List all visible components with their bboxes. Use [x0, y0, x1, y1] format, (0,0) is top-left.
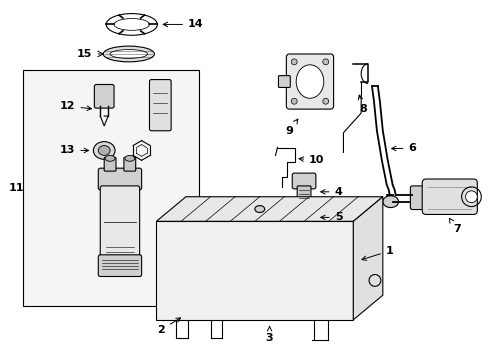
- Ellipse shape: [382, 196, 398, 208]
- Ellipse shape: [110, 50, 147, 58]
- Ellipse shape: [465, 191, 476, 203]
- Circle shape: [322, 59, 328, 65]
- Text: 7: 7: [448, 218, 460, 234]
- FancyBboxPatch shape: [98, 168, 142, 190]
- FancyBboxPatch shape: [297, 186, 310, 202]
- FancyBboxPatch shape: [292, 173, 315, 189]
- Text: 14: 14: [163, 19, 203, 30]
- Text: 15: 15: [77, 49, 92, 59]
- Ellipse shape: [299, 208, 308, 216]
- Circle shape: [291, 59, 297, 65]
- Ellipse shape: [93, 141, 115, 159]
- Ellipse shape: [254, 206, 264, 212]
- FancyBboxPatch shape: [421, 179, 476, 215]
- FancyBboxPatch shape: [286, 54, 333, 109]
- Text: 1: 1: [361, 246, 393, 260]
- Ellipse shape: [124, 156, 135, 161]
- FancyBboxPatch shape: [409, 186, 427, 210]
- FancyBboxPatch shape: [100, 186, 140, 259]
- Circle shape: [322, 98, 328, 104]
- Circle shape: [291, 98, 297, 104]
- Ellipse shape: [296, 65, 323, 98]
- Text: 11: 11: [9, 183, 24, 193]
- Ellipse shape: [98, 145, 110, 156]
- Polygon shape: [352, 197, 382, 320]
- Ellipse shape: [294, 204, 313, 220]
- Text: 2: 2: [157, 318, 180, 335]
- Text: 13: 13: [60, 145, 88, 156]
- Text: 9: 9: [285, 119, 297, 136]
- Text: 10: 10: [299, 155, 324, 165]
- Polygon shape: [156, 221, 352, 320]
- Text: 4: 4: [320, 187, 342, 197]
- FancyBboxPatch shape: [123, 157, 136, 171]
- FancyBboxPatch shape: [94, 85, 114, 108]
- Text: 12: 12: [60, 101, 91, 111]
- FancyBboxPatch shape: [149, 80, 171, 131]
- FancyBboxPatch shape: [23, 70, 198, 306]
- FancyBboxPatch shape: [98, 255, 142, 276]
- Ellipse shape: [105, 156, 115, 161]
- FancyBboxPatch shape: [104, 157, 116, 171]
- Text: 6: 6: [391, 144, 415, 153]
- Text: 5: 5: [320, 212, 342, 222]
- Ellipse shape: [103, 46, 154, 62]
- Text: 8: 8: [358, 95, 366, 114]
- FancyBboxPatch shape: [278, 76, 290, 87]
- Polygon shape: [156, 197, 382, 221]
- Text: 3: 3: [265, 327, 273, 342]
